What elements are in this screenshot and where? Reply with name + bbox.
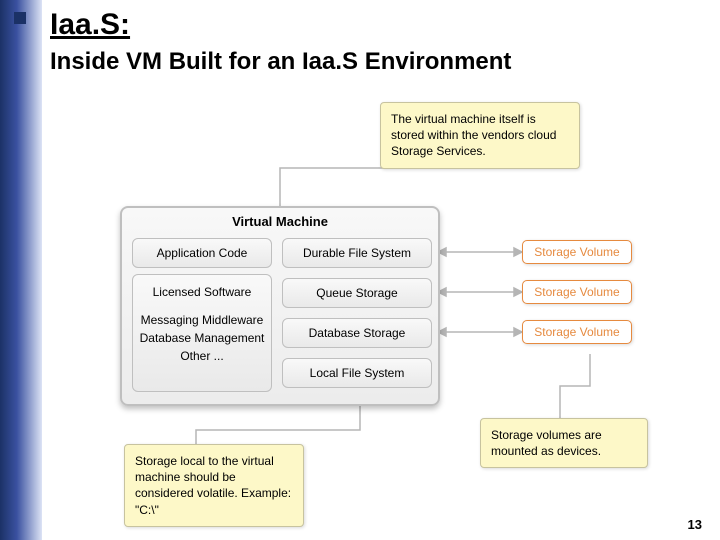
cell-application-code-text: Application Code xyxy=(157,246,248,260)
note-vm-storage-text: The virtual machine itself is stored wit… xyxy=(391,112,556,158)
storage-volume-2-text: Storage Volume xyxy=(534,285,619,299)
storage-volume-3: Storage Volume xyxy=(522,320,632,344)
cell-application-code: Application Code xyxy=(132,238,272,268)
note-local-storage-text: Storage local to the virtual machine sho… xyxy=(135,454,291,517)
cell-durable-fs: Durable File System xyxy=(282,238,432,268)
accent-square-icon xyxy=(14,12,26,24)
note-local-storage: Storage local to the virtual machine sho… xyxy=(124,444,304,527)
storage-volume-1: Storage Volume xyxy=(522,240,632,264)
note-vm-storage: The virtual machine itself is stored wit… xyxy=(380,102,580,169)
cell-licensed-text: Licensed Software xyxy=(137,285,267,299)
cell-middleware-text: Messaging Middleware Database Management… xyxy=(137,311,267,365)
virtual-machine-box: Virtual Machine Application Code License… xyxy=(120,206,440,406)
slide-title: Iaa.S: xyxy=(50,8,130,42)
note-mounted-devices: Storage volumes are mounted as devices. xyxy=(480,418,648,468)
cell-database-text: Database Storage xyxy=(309,326,406,340)
slide-subtitle: Inside VM Built for an Iaa.S Environment xyxy=(50,48,511,76)
storage-volume-2: Storage Volume xyxy=(522,280,632,304)
cell-left-stack: Licensed Software Messaging Middleware D… xyxy=(132,274,272,392)
diagram-canvas: The virtual machine itself is stored wit… xyxy=(60,96,680,496)
cell-local-fs-text: Local File System xyxy=(310,366,405,380)
cell-database: Database Storage xyxy=(282,318,432,348)
sidebar-accent xyxy=(0,0,42,540)
vm-title: Virtual Machine xyxy=(122,208,438,237)
page-number: 13 xyxy=(688,517,702,532)
cell-durable-fs-text: Durable File System xyxy=(303,246,411,260)
cell-queue-text: Queue Storage xyxy=(316,286,397,300)
storage-volume-1-text: Storage Volume xyxy=(534,245,619,259)
storage-volume-3-text: Storage Volume xyxy=(534,325,619,339)
cell-queue: Queue Storage xyxy=(282,278,432,308)
cell-local-fs: Local File System xyxy=(282,358,432,388)
note-mounted-devices-text: Storage volumes are mounted as devices. xyxy=(491,428,602,458)
